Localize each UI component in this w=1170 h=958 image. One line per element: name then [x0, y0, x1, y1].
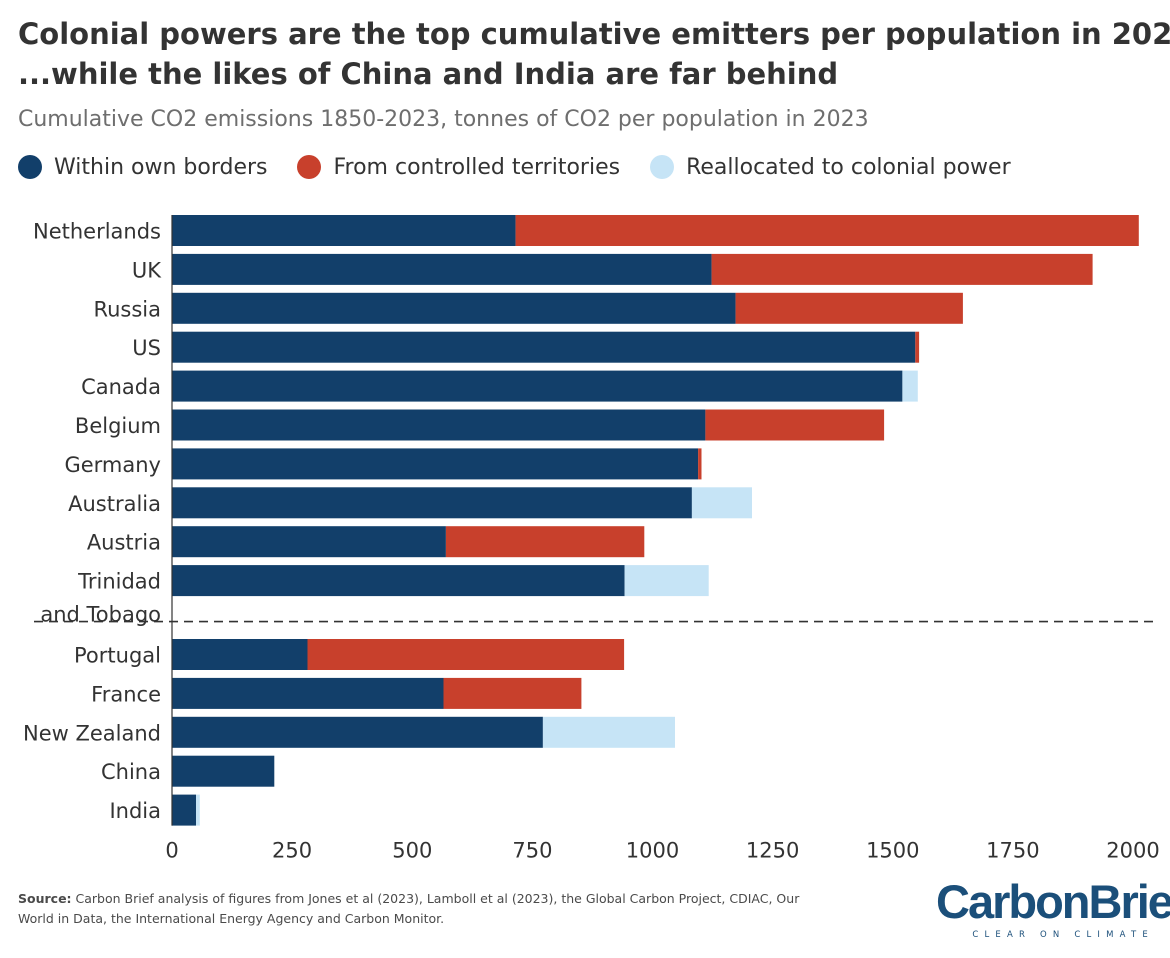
x-tick-label-0: 0: [165, 839, 178, 863]
bar-canada-series-2: [902, 370, 918, 402]
legend: Within own borders From controlled terri…: [18, 150, 1041, 184]
category-label-germany: Germany: [64, 453, 161, 477]
legend-label-reallocated: Reallocated to colonial power: [686, 154, 1011, 180]
category-label-new-zealand: New Zealand: [23, 721, 161, 745]
logo-tagline: CLEAR ON CLIMATE: [972, 930, 1154, 940]
category-label-trinidad-and-tobago-line-2: and Tobago: [40, 603, 161, 627]
legend-item-reallocated: Reallocated to colonial power: [650, 155, 1011, 180]
category-label-austria: Austria: [87, 531, 161, 555]
x-tick-label-250: 250: [272, 839, 312, 863]
category-label-belgium: Belgium: [75, 414, 161, 438]
category-label-china: China: [101, 760, 161, 784]
carbon-brief-logo: CarbonBrief CLEAR ON CLIMATE: [936, 875, 1170, 942]
x-tick-label-500: 500: [392, 839, 432, 863]
bar-belgium-series-1: [705, 409, 885, 441]
category-label-portugal: Portugal: [74, 644, 161, 668]
bar-netherlands-series-1: [515, 215, 1139, 246]
x-tick-label-1500: 1500: [866, 839, 919, 863]
bar-france-series-0: [172, 677, 444, 709]
legend-label-controlled-territories: From controlled territories: [333, 154, 621, 180]
bar-australia-series-0: [172, 487, 692, 519]
category-label-uk: UK: [132, 258, 162, 282]
chart-subtitle: Cumulative CO2 emissions 1850-2023, tonn…: [18, 107, 869, 132]
chart-title: Colonial powers are the top cumulative e…: [18, 14, 1170, 94]
bar-india-series-0: [172, 794, 196, 826]
bar-uk-series-0: [172, 253, 712, 285]
bar-portugal-series-0: [172, 639, 308, 670]
source-label: Source:: [18, 891, 72, 906]
x-tick-label-1750: 1750: [986, 839, 1039, 863]
legend-swatch-within-borders: [18, 155, 42, 179]
source-note: Source: Carbon Brief analysis of figures…: [18, 889, 818, 929]
x-tick-label-750: 750: [512, 839, 552, 863]
bar-austria-series-1: [445, 526, 645, 558]
category-label-us: US: [132, 336, 161, 360]
legend-item-controlled-territories: From controlled territories: [297, 155, 620, 180]
bar-australia-series-2: [691, 487, 752, 519]
bar-belgium-series-0: [172, 409, 706, 441]
x-tick-label-1250: 1250: [746, 839, 799, 863]
source-text: Carbon Brief analysis of figures from Jo…: [18, 891, 800, 926]
category-label-australia: Australia: [68, 492, 161, 516]
bar-germany-series-0: [172, 448, 699, 480]
legend-label-within-borders: Within own borders: [54, 154, 268, 180]
bar-trinidad-and-tobago-series-2: [624, 565, 709, 597]
bar-portugal-series-1: [307, 639, 625, 670]
bar-russia-series-1: [735, 292, 963, 324]
category-label-canada: Canada: [81, 375, 161, 399]
bar-new-zealand-series-0: [172, 716, 543, 748]
category-label-india: India: [109, 799, 161, 823]
title-line-2: ...while the likes of China and India ar…: [18, 57, 839, 91]
bar-us-series-0: [172, 331, 916, 363]
bar-canada-series-0: [172, 370, 903, 402]
bar-france-series-1: [443, 677, 582, 709]
bar-uk-series-1: [711, 253, 1093, 285]
category-label-netherlands: Netherlands: [33, 220, 161, 244]
category-label-trinidad-and-tobago-line-1: Trinidad: [77, 570, 161, 594]
bar-russia-series-0: [172, 292, 736, 324]
bar-chart: Netherlands UK Russia US Canada Belgium German…: [23, 215, 1160, 863]
x-tick-label-2000: 2000: [1106, 839, 1159, 863]
title-line-1: Colonial powers are the top cumulative e…: [18, 17, 1170, 51]
category-label-russia: Russia: [93, 297, 161, 321]
bar-new-zealand-series-2: [542, 716, 675, 748]
bar-germany-series-1: [698, 448, 702, 480]
legend-swatch-controlled-territories: [297, 155, 322, 179]
logo-wordmark: CarbonBrief: [936, 875, 1170, 928]
category-label-france: France: [91, 682, 161, 706]
bar-austria-series-0: [172, 526, 446, 558]
bar-trinidad-and-tobago-series-0: [172, 565, 625, 597]
bar-netherlands-series-0: [172, 215, 516, 246]
bar-china-series-0: [172, 755, 275, 787]
legend-item-within-borders: Within own borders: [18, 155, 267, 180]
bar-us-series-1: [915, 331, 920, 363]
x-tick-label-1000: 1000: [626, 839, 679, 863]
bar-india-series-2: [196, 794, 200, 826]
legend-swatch-reallocated: [650, 155, 675, 179]
